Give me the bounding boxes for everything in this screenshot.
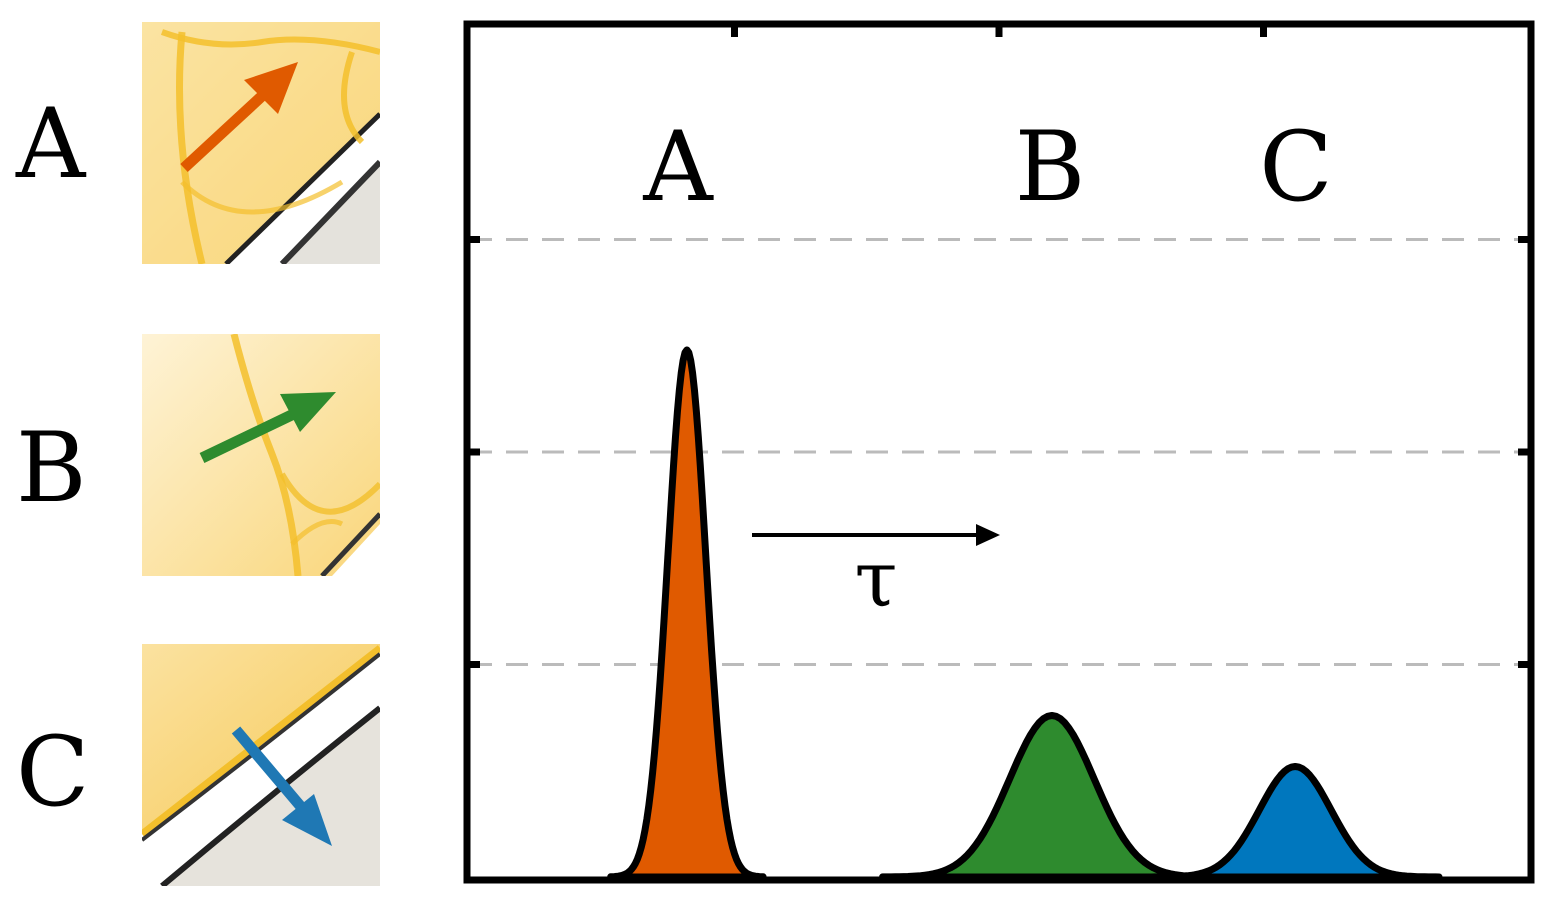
arrow-right-icon — [199, 392, 336, 463]
arrow-up-right-icon — [180, 62, 298, 173]
thumbnail-a — [142, 22, 380, 264]
arrow-down-right-icon — [231, 726, 332, 846]
thumbnail-b-image — [142, 334, 380, 576]
peaks — [607, 346, 1443, 881]
row-label-c: C — [16, 716, 90, 828]
thumbnail-c — [142, 644, 380, 886]
peak-label-c: C — [1259, 111, 1332, 223]
thumbnail-c-image — [142, 644, 380, 886]
peak-label-b: B — [1015, 111, 1086, 223]
peak-label-a: A — [642, 111, 714, 223]
peak-a — [607, 346, 767, 881]
plot-frame — [463, 20, 1535, 884]
grid-lines — [470, 238, 1528, 666]
axis-ticks — [470, 27, 1528, 668]
thumbnail-b — [142, 334, 380, 576]
peak-c — [1147, 763, 1443, 881]
delay-arrow-icon — [752, 524, 1000, 546]
row-label-a: A — [16, 88, 86, 200]
tau-label: τ — [854, 535, 897, 625]
thumbnail-a-image — [142, 22, 380, 264]
peak-b — [879, 712, 1225, 881]
row-label-b: B — [16, 412, 87, 524]
